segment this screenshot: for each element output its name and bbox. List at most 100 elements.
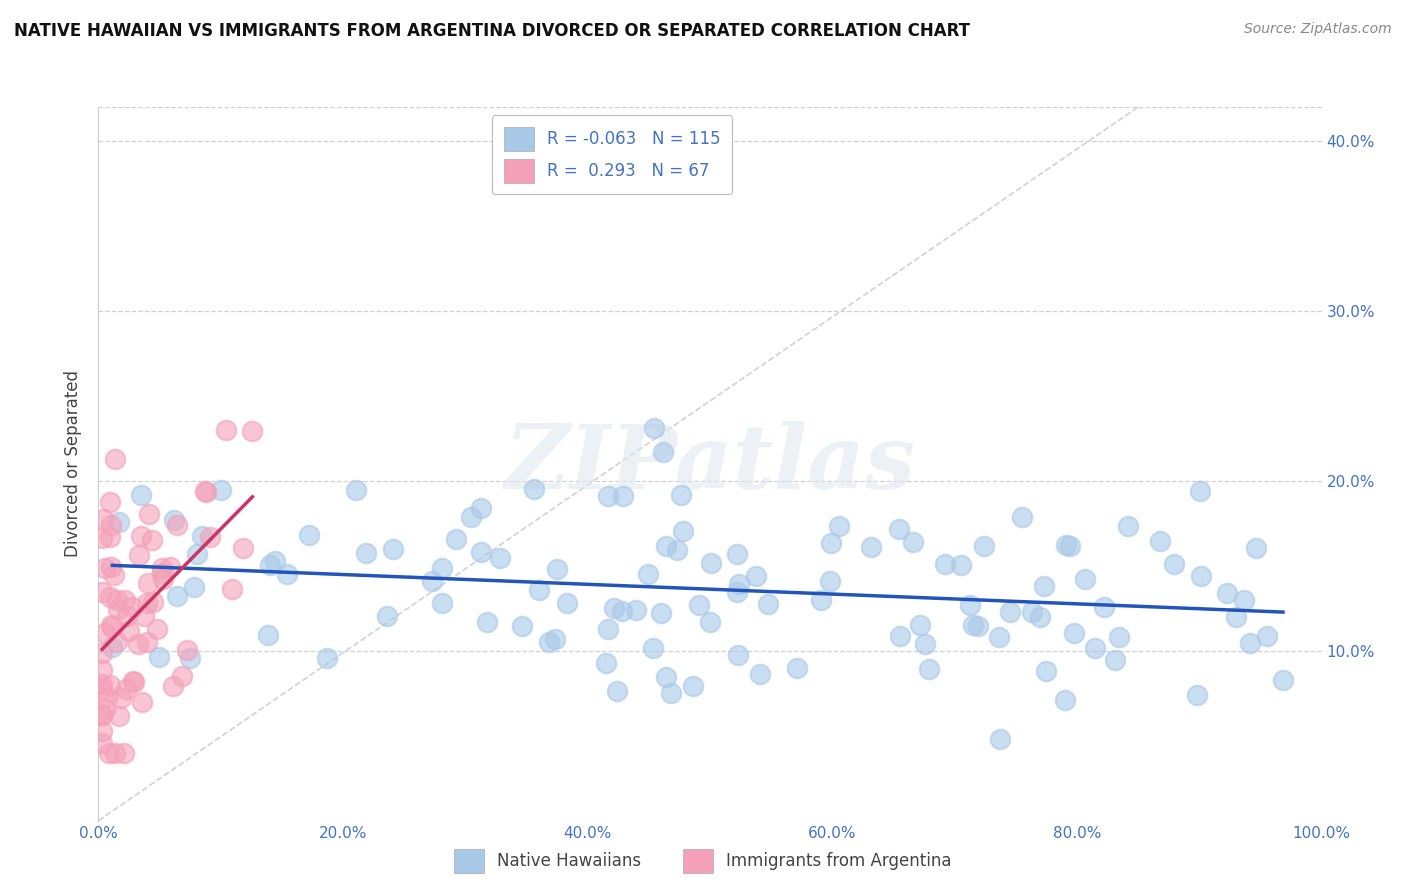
Point: [91, 708, 114, 723]
Point: [908, 618, 931, 632]
Point: [100, 559, 122, 574]
Point: [727, 584, 749, 599]
Point: [810, 592, 832, 607]
Point: [555, 596, 578, 610]
Point: [950, 558, 973, 572]
Point: [1059, 539, 1081, 553]
Point: [276, 567, 298, 582]
Point: [669, 488, 692, 502]
Point: [1063, 626, 1085, 640]
Point: [91, 585, 114, 599]
Point: [129, 488, 152, 502]
Point: [430, 596, 453, 610]
Point: [430, 561, 453, 575]
Point: [1028, 610, 1050, 624]
Legend: Native Hawaiians, Immigrants from Argentina: Native Hawaiians, Immigrants from Argent…: [447, 842, 959, 880]
Point: [828, 519, 851, 533]
Point: [988, 731, 1011, 746]
Point: [215, 423, 238, 437]
Text: Source: ZipAtlas.com: Source: ZipAtlas.com: [1244, 22, 1392, 37]
Point: [101, 620, 124, 634]
Point: [637, 567, 659, 582]
Point: [121, 600, 143, 615]
Point: [91, 707, 114, 722]
Point: [596, 490, 619, 504]
Point: [1054, 693, 1077, 707]
Point: [934, 557, 956, 571]
Point: [107, 602, 129, 616]
Point: [91, 531, 114, 545]
Point: [672, 524, 695, 539]
Point: [198, 530, 221, 544]
Point: [523, 483, 546, 497]
Point: [100, 618, 122, 632]
Point: [183, 581, 205, 595]
Point: [259, 558, 281, 572]
Point: [820, 536, 842, 550]
Point: [91, 676, 114, 690]
Point: [470, 501, 492, 516]
Point: [232, 541, 254, 556]
Point: [470, 545, 492, 559]
Point: [148, 649, 170, 664]
Point: [91, 724, 114, 739]
Point: [624, 603, 647, 617]
Point: [104, 746, 127, 760]
Point: [381, 542, 404, 557]
Point: [138, 507, 160, 521]
Point: [745, 569, 768, 583]
Point: [1225, 610, 1247, 624]
Point: [356, 546, 378, 560]
Point: [1189, 569, 1212, 583]
Point: [1021, 605, 1043, 619]
Point: [1011, 510, 1033, 524]
Point: [887, 522, 910, 536]
Point: [103, 567, 125, 582]
Point: [1074, 572, 1097, 586]
Point: [91, 681, 114, 696]
Point: [1232, 593, 1254, 607]
Point: [115, 681, 138, 696]
Point: [97, 746, 120, 760]
Point: [221, 582, 243, 596]
Text: NATIVE HAWAIIAN VS IMMIGRANTS FROM ARGENTINA DIVORCED OR SEPARATED CORRELATION C: NATIVE HAWAIIAN VS IMMIGRANTS FROM ARGEN…: [14, 22, 970, 40]
Point: [727, 648, 749, 663]
Point: [1054, 537, 1077, 551]
Point: [512, 619, 534, 633]
Point: [595, 657, 617, 671]
Point: [242, 424, 264, 438]
Point: [1084, 640, 1107, 655]
Point: [914, 636, 936, 650]
Point: [105, 635, 128, 649]
Point: [122, 673, 145, 688]
Point: [108, 516, 131, 530]
Point: [152, 573, 174, 587]
Point: [128, 548, 150, 562]
Point: [1239, 636, 1261, 650]
Point: [546, 562, 568, 576]
Point: [1272, 673, 1295, 687]
Point: [98, 531, 121, 545]
Point: [1108, 631, 1130, 645]
Point: [460, 509, 482, 524]
Point: [191, 529, 214, 543]
Point: [1104, 652, 1126, 666]
Point: [91, 512, 114, 526]
Point: [1092, 600, 1115, 615]
Point: [96, 690, 118, 705]
Point: [651, 445, 673, 459]
Point: [682, 679, 704, 693]
Point: [316, 650, 339, 665]
Point: [110, 691, 132, 706]
Point: [527, 583, 550, 598]
Point: [643, 421, 665, 435]
Point: [699, 615, 721, 629]
Point: [700, 556, 723, 570]
Point: [162, 679, 184, 693]
Point: [101, 640, 124, 654]
Point: [142, 595, 165, 609]
Point: [100, 517, 122, 532]
Point: [610, 604, 633, 618]
Point: [654, 670, 676, 684]
Point: [94, 702, 117, 716]
